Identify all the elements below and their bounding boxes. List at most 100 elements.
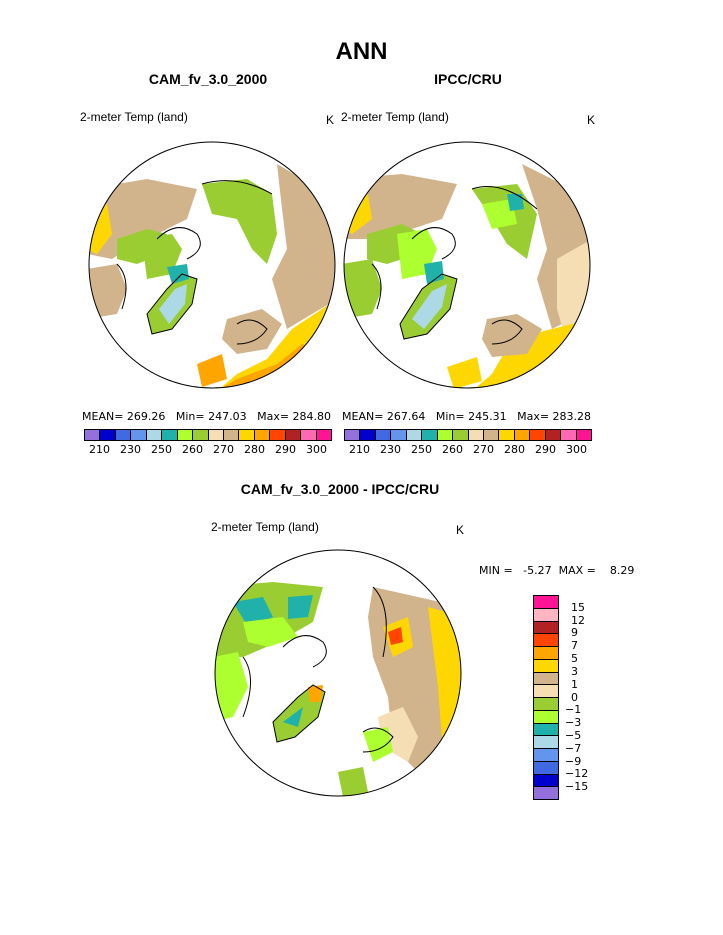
colorbar-tick-label: −15	[565, 780, 589, 794]
colorbar-swatch	[534, 736, 558, 749]
colorbar-tick-label: 0	[571, 690, 578, 704]
colorbar-swatch	[534, 608, 558, 622]
colorbar-swatch	[115, 430, 132, 440]
colorbar-swatch	[530, 430, 546, 440]
model-colorbar-ticks: 210 230 250 260 270 280 290 300	[84, 441, 332, 456]
colorbar-swatch	[208, 430, 224, 440]
colorbar-tick-label: 250	[411, 443, 432, 456]
colorbar-tick-label: 300	[566, 443, 587, 456]
obs-units-label: K	[587, 113, 596, 127]
colorbar-tick-label: 3	[571, 664, 578, 678]
colorbar-swatch	[545, 430, 562, 440]
colorbar-swatch	[146, 430, 163, 440]
colorbar-swatch	[534, 647, 558, 660]
colorbar-swatch	[406, 430, 423, 440]
colorbar-tick-label: 9	[571, 626, 578, 640]
colorbar-swatch	[131, 430, 147, 440]
colorbar-swatch	[534, 787, 558, 799]
colorbar-tick-label: 12	[571, 613, 585, 627]
obs-colorbar: 210 230 250 260 270 280 290 300	[344, 429, 592, 456]
colorbar-swatch	[254, 430, 271, 440]
colorbar-swatch	[534, 723, 558, 737]
model-field-label: 2-meter Temp (land)	[80, 110, 188, 124]
colorbar-tick-label: 300	[306, 443, 327, 456]
colorbar-swatch	[391, 430, 407, 440]
colorbar-swatch	[561, 430, 577, 440]
colorbar-tick-label: −9	[565, 754, 582, 768]
colorbar-swatch	[375, 430, 392, 440]
model-colorbar-swatches	[84, 429, 332, 441]
model-colorbar: 210 230 250 260 270 280 290 300	[84, 429, 332, 456]
colorbar-swatch	[534, 698, 558, 711]
colorbar-swatch	[483, 430, 500, 440]
colorbar-swatch	[422, 430, 438, 440]
colorbar-tick-label: 280	[244, 443, 265, 456]
colorbar-swatch	[193, 430, 209, 440]
colorbar-tick-label: 7	[571, 639, 578, 653]
obs-colorbar-swatches	[344, 429, 592, 441]
colorbar-tick-label: −12	[565, 767, 589, 781]
colorbar-swatch	[534, 774, 558, 788]
colorbar-swatch	[285, 430, 302, 440]
colorbar-tick-label: 270	[213, 443, 234, 456]
colorbar-tick-label: 230	[120, 443, 141, 456]
colorbar-swatch	[534, 659, 558, 673]
diff-units-label: K	[456, 523, 465, 537]
obs-stats-text: MEAN= 267.64 Min= 245.31 Max= 283.28	[342, 410, 592, 423]
diff-colorbar	[533, 595, 559, 800]
colorbar-swatch	[534, 621, 558, 635]
diff-colorbar-ticks: 15 12 9 7 5 3 1 0 −1 −3 −5 −7 −9 −12 −15	[565, 595, 625, 800]
colorbar-tick-label: 260	[182, 443, 203, 456]
colorbar-swatch	[534, 634, 558, 647]
model-panel-title: CAM_fv_3.0_2000	[148, 71, 268, 87]
colorbar-swatch	[437, 430, 454, 440]
colorbar-swatch	[345, 430, 361, 440]
colorbar-tick-label: 210	[89, 443, 110, 456]
colorbar-swatch	[100, 430, 116, 440]
colorbar-swatch	[177, 430, 194, 440]
colorbar-swatch	[162, 430, 178, 440]
diff-stats-text: MIN = -5.27 MAX = 8.29	[479, 564, 635, 577]
colorbar-swatch	[468, 430, 484, 440]
colorbar-tick-label: 15	[571, 600, 585, 614]
colorbar-swatch	[239, 430, 255, 440]
colorbar-swatch	[534, 749, 558, 762]
colorbar-swatch	[534, 761, 558, 775]
colorbar-tick-label: 270	[473, 443, 494, 456]
obs-polar-map	[343, 141, 591, 389]
colorbar-swatch	[576, 430, 591, 440]
model-polar-map	[88, 141, 336, 389]
colorbar-swatch	[534, 685, 558, 698]
model-stats-text: MEAN= 269.26 Min= 247.03 Max= 284.80	[82, 410, 332, 423]
colorbar-swatch	[534, 710, 558, 724]
colorbar-tick-label: 230	[380, 443, 401, 456]
colorbar-swatch	[514, 430, 531, 440]
colorbar-swatch	[85, 430, 101, 440]
obs-panel-title: IPCC/CRU	[434, 71, 502, 87]
colorbar-tick-label: 250	[151, 443, 172, 456]
colorbar-tick-label: 280	[504, 443, 525, 456]
colorbar-swatch	[499, 430, 515, 440]
colorbar-tick-label: 210	[349, 443, 370, 456]
colorbar-tick-label: 1	[571, 677, 578, 691]
colorbar-tick-label: −7	[565, 741, 582, 755]
colorbar-tick-label: 290	[275, 443, 296, 456]
colorbar-swatch	[453, 430, 469, 440]
obs-field-label: 2-meter Temp (land)	[341, 110, 449, 124]
colorbar-swatch	[223, 430, 240, 440]
page-title: ANN	[335, 38, 388, 65]
model-units-label: K	[326, 113, 335, 127]
colorbar-tick-label: −3	[565, 716, 582, 730]
colorbar-swatch	[301, 430, 317, 440]
colorbar-tick-label: 5	[571, 652, 578, 666]
diff-field-label: 2-meter Temp (land)	[211, 520, 319, 534]
colorbar-tick-label: 290	[535, 443, 556, 456]
colorbar-tick-label: −5	[565, 728, 582, 742]
diff-polar-map	[214, 549, 462, 797]
colorbar-swatch	[534, 596, 558, 609]
diff-colorbar-swatches	[533, 595, 559, 800]
colorbar-tick-label: 260	[442, 443, 463, 456]
colorbar-swatch	[316, 430, 331, 440]
colorbar-swatch	[270, 430, 286, 440]
colorbar-swatch	[360, 430, 376, 440]
